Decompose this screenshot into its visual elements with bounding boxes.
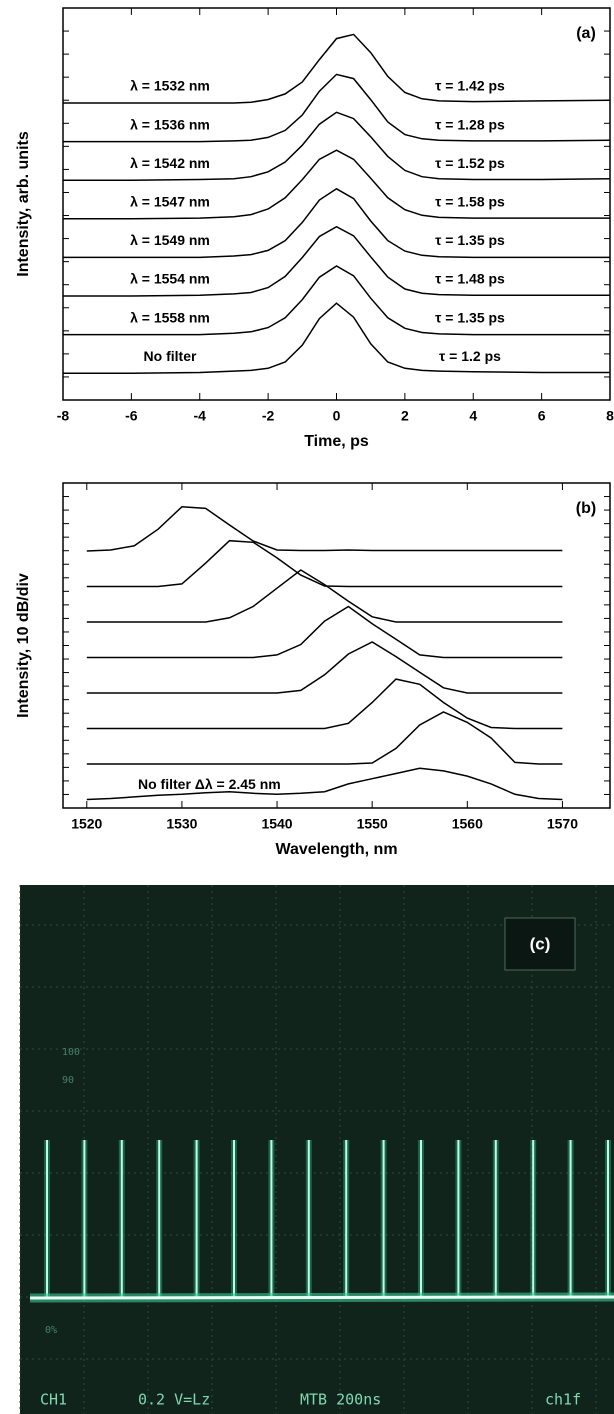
x-tick-label: 6 (538, 408, 546, 424)
tau-label: τ = 1.42 ps (435, 78, 505, 94)
trace-label: λ = 1558 nm (130, 309, 210, 325)
screen-text: 0.2 V=Lz (138, 1391, 210, 1409)
label-box (504, 917, 576, 971)
trace-label: λ = 1547 nm (130, 194, 210, 210)
x-tick-label: -6 (125, 408, 138, 424)
screen-text: CH1 (40, 1391, 67, 1409)
tau-label: τ = 1.2 ps (439, 348, 501, 364)
tau-label: τ = 1.35 ps (435, 309, 505, 325)
trace (86, 605, 563, 659)
y-axis-title: Intensity, 10 dB/div (15, 573, 32, 718)
trace-label: λ = 1549 nm (130, 232, 210, 248)
trace (86, 711, 563, 765)
panel-label: (b) (576, 500, 596, 517)
trace (86, 641, 563, 694)
trace-label: λ = 1532 nm (130, 78, 210, 94)
plot-frame (62, 482, 611, 809)
tau-label: τ = 1.35 ps (435, 232, 505, 248)
trace (86, 569, 563, 623)
x-axis-title: Time, ps (304, 433, 369, 450)
trace-label: λ = 1542 nm (130, 155, 210, 171)
scale-mark: 100 (62, 1047, 80, 1058)
x-tick-label: 1520 (71, 816, 102, 832)
tau-label: τ = 1.52 ps (435, 155, 505, 171)
trace-label: λ = 1536 nm (130, 116, 210, 132)
scale-mark: 90 (62, 1075, 74, 1086)
panel-label: (c) (530, 934, 551, 953)
tau-label: τ = 1.58 ps (435, 194, 505, 210)
trace-label: λ = 1554 nm (130, 271, 210, 287)
x-tick-label: 4 (469, 408, 477, 424)
x-axis-title: Wavelength, nm (275, 841, 397, 858)
trace (63, 302, 610, 374)
screen-text: ch1f (545, 1391, 581, 1409)
trace (63, 111, 611, 181)
annotation: No filter Δλ = 2.45 nm (138, 776, 281, 792)
trace (86, 506, 563, 552)
x-tick-label: 8 (606, 408, 614, 424)
trace (63, 33, 611, 104)
trace (63, 73, 611, 143)
trace (86, 767, 563, 801)
trace (63, 149, 610, 220)
x-tick-label: -4 (194, 408, 207, 424)
trace (29, 1295, 614, 1300)
scope-grid (19, 885, 614, 1414)
y-axis-title: Intensity, arb. units (15, 131, 32, 277)
x-tick-label: 1550 (357, 816, 388, 832)
tau-label: τ = 1.48 ps (435, 271, 505, 287)
x-tick-label: 1540 (261, 816, 292, 832)
trace (63, 225, 610, 297)
trace (86, 539, 563, 588)
x-tick-label: 1560 (452, 816, 483, 832)
trace-label: No filter (144, 348, 197, 364)
scale-mark: 0% (45, 1325, 57, 1336)
x-tick-label: 0 (333, 408, 341, 424)
x-tick-label: 1530 (166, 816, 197, 832)
tau-label: τ = 1.28 ps (435, 116, 505, 132)
trace (63, 187, 610, 259)
x-tick-label: 2 (401, 408, 409, 424)
x-tick-label: -2 (262, 408, 275, 424)
x-tick-label: -8 (57, 408, 70, 424)
oscilloscope-photo: (c) 100 90 0% CH1 0.2 V=Lz MTB 200ns ch1… (19, 885, 614, 1414)
trace (86, 678, 563, 730)
trace (63, 265, 610, 336)
panel-label: (a) (576, 25, 596, 42)
screen-text: MTB 200ns (300, 1391, 381, 1409)
x-tick-label: 1570 (547, 816, 578, 832)
